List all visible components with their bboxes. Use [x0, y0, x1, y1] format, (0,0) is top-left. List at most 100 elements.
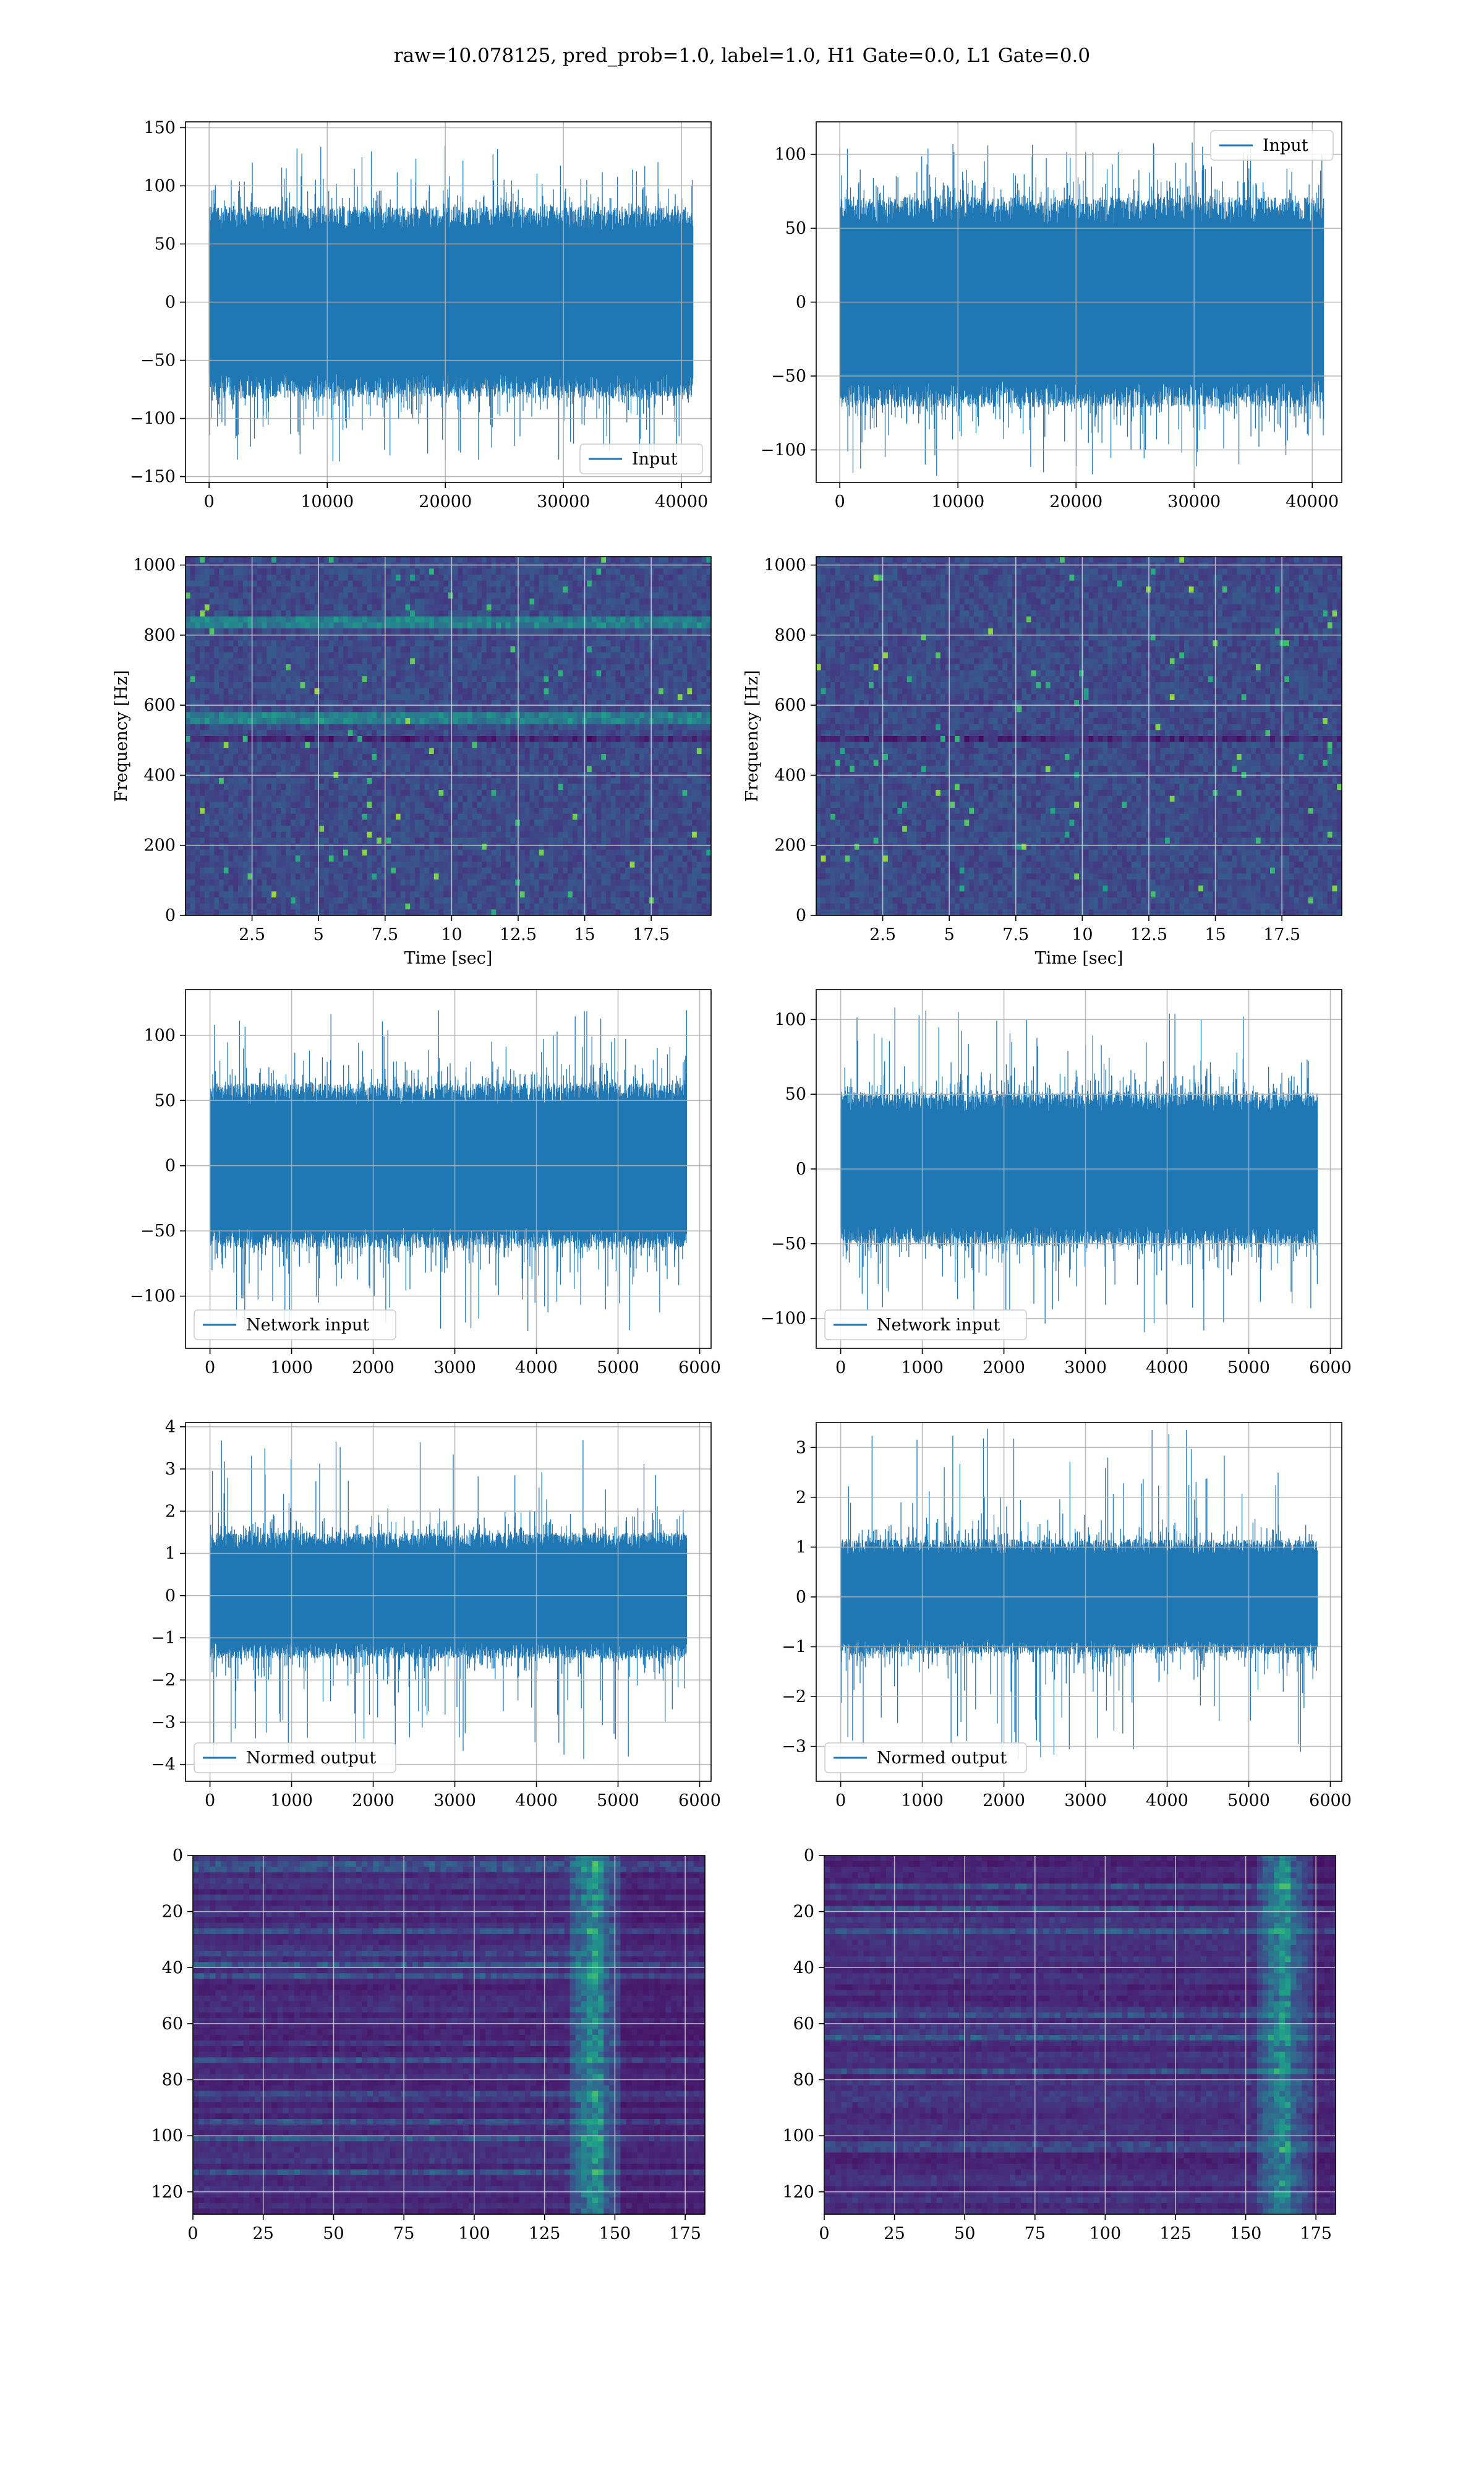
spectrogram-cell [501, 593, 506, 599]
spectrogram-cell [377, 676, 382, 683]
spectrogram-cell [659, 748, 664, 755]
spectrogram-cell [242, 622, 248, 629]
spectrogram-cell [548, 562, 554, 569]
spectrogram-cell [252, 795, 258, 802]
spectrogram-cell [534, 795, 540, 802]
spectrogram-cell [443, 652, 449, 659]
spectrogram-cell [610, 742, 616, 748]
spectrogram-cell [414, 736, 420, 743]
spectrogram-cell [396, 718, 401, 725]
spectrogram-cell [519, 610, 526, 617]
spectrogram-cell [610, 622, 616, 629]
spectrogram-cell [405, 790, 411, 797]
spectrogram-cell [591, 646, 597, 653]
spectrogram-cell [242, 640, 248, 647]
spectrogram-cell [186, 568, 191, 575]
spectrogram-cell [629, 790, 635, 797]
spectrogram-cell [682, 616, 688, 623]
spectrogram-cell [291, 766, 296, 773]
spectrogram-cell [587, 682, 592, 689]
spectrogram-cell [563, 795, 568, 802]
spectrogram-cell [673, 628, 678, 635]
spectrogram-cell [424, 586, 430, 593]
spectrogram-cell [319, 742, 325, 748]
spectrogram-cell [333, 808, 339, 815]
spectrogram-cell [300, 628, 305, 635]
spectrogram-cell [467, 802, 473, 808]
spectrogram-cell [610, 568, 616, 575]
spectrogram-cell [400, 777, 406, 784]
spectrogram-cell [496, 730, 501, 737]
spectrogram-cell [186, 795, 191, 802]
spectrogram-cell [510, 575, 516, 581]
spectrogram-cell [438, 795, 444, 802]
spectrogram-cell [677, 736, 683, 743]
spectrogram-cell [596, 634, 602, 641]
spectrogram-cell [438, 766, 444, 773]
spectrogram-cell [453, 580, 458, 587]
spectrogram-cell [587, 748, 592, 755]
spectrogram-cell [247, 676, 253, 683]
spectrogram-cell [262, 586, 267, 593]
spectrogram-cell [463, 777, 468, 784]
spectrogram-cell [438, 748, 444, 755]
spectrogram-cell [190, 700, 195, 707]
spectrogram-cell [252, 616, 258, 623]
spectrogram-cell [381, 712, 387, 719]
spectrogram-cell [467, 813, 473, 820]
spectrogram-cell [223, 688, 229, 695]
spectrogram-cell [319, 670, 325, 677]
spectrogram-cell [568, 604, 573, 611]
spectrogram-cell [396, 640, 401, 647]
spectrogram-cell [391, 598, 396, 605]
spectrogram-cell [668, 658, 673, 665]
spectrogram-cell [362, 586, 368, 593]
spectrogram-cell [286, 575, 291, 581]
spectrogram-cell [219, 604, 224, 611]
spectrogram-cell [482, 808, 487, 815]
spectrogram-cell [228, 652, 234, 659]
spectrogram-cell [257, 676, 263, 683]
spectrogram-cell [458, 622, 463, 629]
spectrogram-cell [673, 598, 678, 605]
spectrogram-cell [267, 634, 272, 641]
spectrogram-cell [568, 790, 573, 797]
spectrogram-cell [333, 616, 339, 623]
spectrogram-cell [271, 676, 277, 683]
spectrogram-cell [663, 593, 668, 599]
spectrogram-cell [391, 736, 396, 743]
spectrogram-cell [405, 784, 411, 790]
spectrogram-cell [453, 652, 458, 659]
spectrogram-cell [309, 760, 315, 766]
spectrogram-cell [482, 766, 487, 773]
spectrogram-cell [324, 820, 330, 826]
spectrogram-cell [443, 562, 449, 569]
spectrogram-cell [410, 586, 416, 593]
spectrogram-cell [324, 802, 330, 808]
spectrogram-cell [314, 730, 320, 737]
spectrogram-cell [252, 586, 258, 593]
spectrogram-cell [577, 640, 582, 647]
spectrogram-cell [682, 754, 688, 761]
spectrogram-cell [548, 640, 554, 647]
spectrogram-cell [219, 640, 224, 647]
spectrogram-cell [262, 610, 267, 617]
spectrogram-cell [357, 795, 363, 802]
spectrogram-cell [381, 652, 387, 659]
spectrogram-cell [501, 575, 506, 581]
spectrogram-cell [601, 568, 607, 575]
spectrogram-cell [319, 808, 325, 815]
spectrogram-cell [663, 813, 668, 820]
spectrogram-cell [634, 718, 640, 725]
spectrogram-cell [377, 790, 382, 797]
spectrogram-cell [257, 694, 263, 701]
spectrogram-cell [429, 616, 435, 623]
spectrogram-cell [534, 676, 540, 683]
spectrogram-cell [438, 777, 444, 784]
spectrogram-cell [262, 622, 267, 629]
spectrogram-cell [620, 664, 626, 671]
spectrogram-cell [548, 586, 554, 593]
spectrogram-cell [295, 604, 301, 611]
spectrogram-cell [496, 784, 501, 790]
spectrogram-cell [438, 562, 444, 569]
